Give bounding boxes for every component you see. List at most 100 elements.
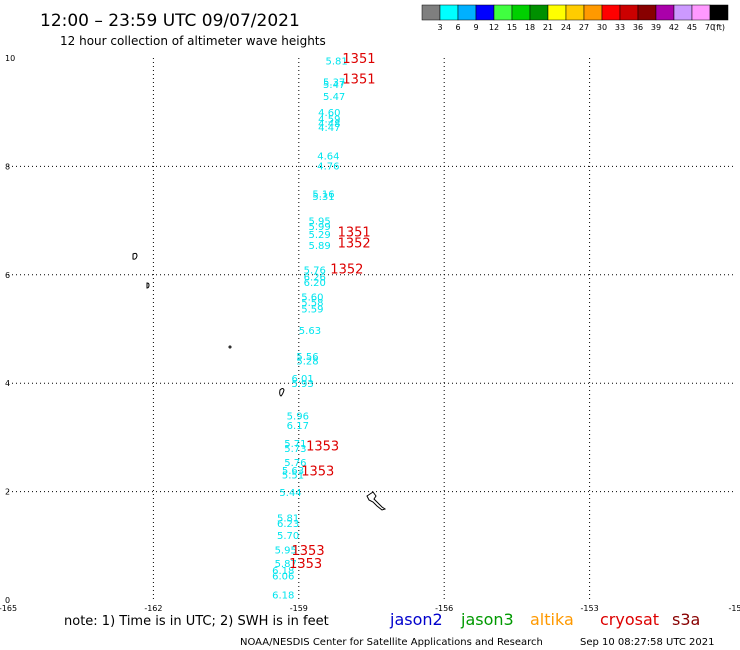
swh-value: 5.37: [323, 77, 345, 88]
swh-value: 5.63: [282, 466, 304, 477]
colorbar-tick-label: 3: [437, 23, 442, 32]
colorbar-swatch: [439, 4, 459, 21]
colorbar-swatch: [457, 4, 477, 21]
legend-altika: altika: [530, 610, 574, 629]
colorbar-swatch: [421, 4, 441, 21]
swh-value: 6.20: [304, 278, 326, 289]
swh-value: 5.73: [284, 444, 306, 455]
island-outlines: [132, 252, 387, 511]
colorbar-tick-label: 18: [525, 23, 535, 32]
swh-value: 5.56: [296, 352, 318, 363]
y-tick-label: 4: [5, 379, 10, 388]
swh-value: 5.29: [308, 230, 330, 241]
colorbar-swatch: [655, 4, 675, 21]
time-label: 1352: [330, 262, 363, 277]
colorbar-tick-label: 27: [579, 23, 589, 32]
swh-value: 5.87: [275, 559, 297, 570]
time-label: 1352: [338, 236, 371, 251]
island-shape: [132, 252, 138, 260]
swh-value: 5.28: [296, 356, 318, 367]
swh-value: 6.06: [272, 572, 294, 583]
swh-value: 4.48: [318, 119, 340, 130]
colorbar-tick-label: 42: [669, 23, 679, 32]
swh-value: 6.01: [292, 374, 314, 385]
legend-jason3: jason3: [460, 610, 514, 629]
island-shape: [146, 282, 150, 289]
y-tick-label: 6: [5, 271, 10, 280]
colorbar-tick-label: 6: [455, 23, 460, 32]
swh-value: 5.59: [301, 304, 323, 315]
swh-value: 5.60: [301, 292, 323, 303]
swh-value: 5.89: [308, 241, 330, 252]
colorbar-swatch: [511, 4, 531, 21]
swh-value: 5.51: [282, 470, 304, 481]
island-shape: [228, 345, 232, 349]
colorbar-tick-label: 45: [687, 23, 697, 32]
swh-value: 5.76: [284, 458, 306, 469]
colorbar-tick-label: 30: [597, 23, 607, 32]
y-tick-label: 8: [5, 162, 10, 171]
colorbar-tick-label: 12: [489, 23, 499, 32]
colorbar-labels: 3 6 9 12 15 18 21 24 27 30 33 36 39 42 45 70: [437, 23, 715, 32]
colorbar-swatch: [529, 4, 549, 21]
time-label: 1351: [342, 73, 375, 88]
x-tick-label: -153: [581, 604, 599, 613]
colorbar-tick-label: 70: [705, 23, 715, 32]
swh-value: 5.58: [301, 298, 323, 309]
colorbar-unit: (ft): [713, 23, 725, 32]
swh-value: 4.59: [318, 115, 340, 126]
colorbar-swatch: [637, 4, 657, 21]
colorbar-swatch: [565, 4, 585, 21]
colorbar-tick-label: 39: [651, 23, 661, 32]
swh-value: 6.18: [272, 591, 294, 602]
swh-value: 5.81: [277, 514, 299, 525]
map-subtitle: 12 hour collection of altimeter wave hei…: [60, 34, 326, 48]
swh-value: 5.96: [287, 412, 309, 423]
island-shape: [366, 491, 387, 511]
swh-value: 5.63: [299, 326, 321, 337]
swh-value: 6.18: [272, 566, 294, 577]
time-label: 1351: [338, 225, 371, 240]
swh-value: 5.31: [312, 192, 334, 203]
swh-value: 6.23: [277, 519, 299, 530]
colorbar-legend: [421, 4, 729, 21]
swh-value: 5.70: [277, 531, 299, 542]
time-label: 1353: [301, 464, 334, 479]
swh-value: 4.64: [317, 152, 339, 163]
footer-note: note: 1) Time is in UTC; 2) SWH is in fe…: [64, 614, 329, 629]
swh-track: 5.815.375.475.474.604.594.484.474.644.76…: [272, 57, 348, 602]
x-tick-label: -159: [290, 604, 308, 613]
swh-value: 5.95: [308, 217, 330, 228]
swh-value: 5.44: [279, 488, 301, 499]
swh-value: 6.26: [304, 272, 326, 283]
swh-value: 4.76: [317, 161, 339, 172]
map-title: 12:00 – 23:59 UTC 09/07/2021: [40, 11, 300, 31]
time-label: 1353: [306, 440, 339, 455]
swh-value: 5.81: [325, 57, 347, 68]
colorbar-swatch: [691, 4, 711, 21]
y-tick-label: 10: [5, 54, 15, 63]
swh-value: 5.47: [323, 80, 345, 91]
colorbar-swatch: [493, 4, 513, 21]
x-tick-label: -165: [0, 604, 17, 613]
swh-value: 5.47: [323, 92, 345, 103]
time-label: 1353: [292, 544, 325, 559]
swh-value: 5.93: [292, 379, 314, 390]
swh-value: 4.47: [318, 123, 340, 134]
colorbar-swatch: [583, 4, 603, 21]
swh-value: 5.95: [275, 546, 297, 557]
colorbar-swatch: [475, 4, 495, 21]
colorbar-tick-label: 33: [615, 23, 625, 32]
time-label: 1353: [289, 557, 322, 572]
x-tick-label: -15: [728, 604, 740, 613]
credit-text: NOAA/NESDIS Center for Satellite Applica…: [240, 637, 543, 648]
y-tick-label: 0: [5, 596, 10, 605]
satellite-legend: jason2 jason3 altika cryosat s3a: [389, 610, 700, 629]
colorbar-tick-label: 15: [507, 23, 517, 32]
swh-value: 5.16: [312, 190, 334, 201]
x-tick-label: -156: [435, 604, 453, 613]
colorbar-tick-label: 9: [473, 23, 478, 32]
